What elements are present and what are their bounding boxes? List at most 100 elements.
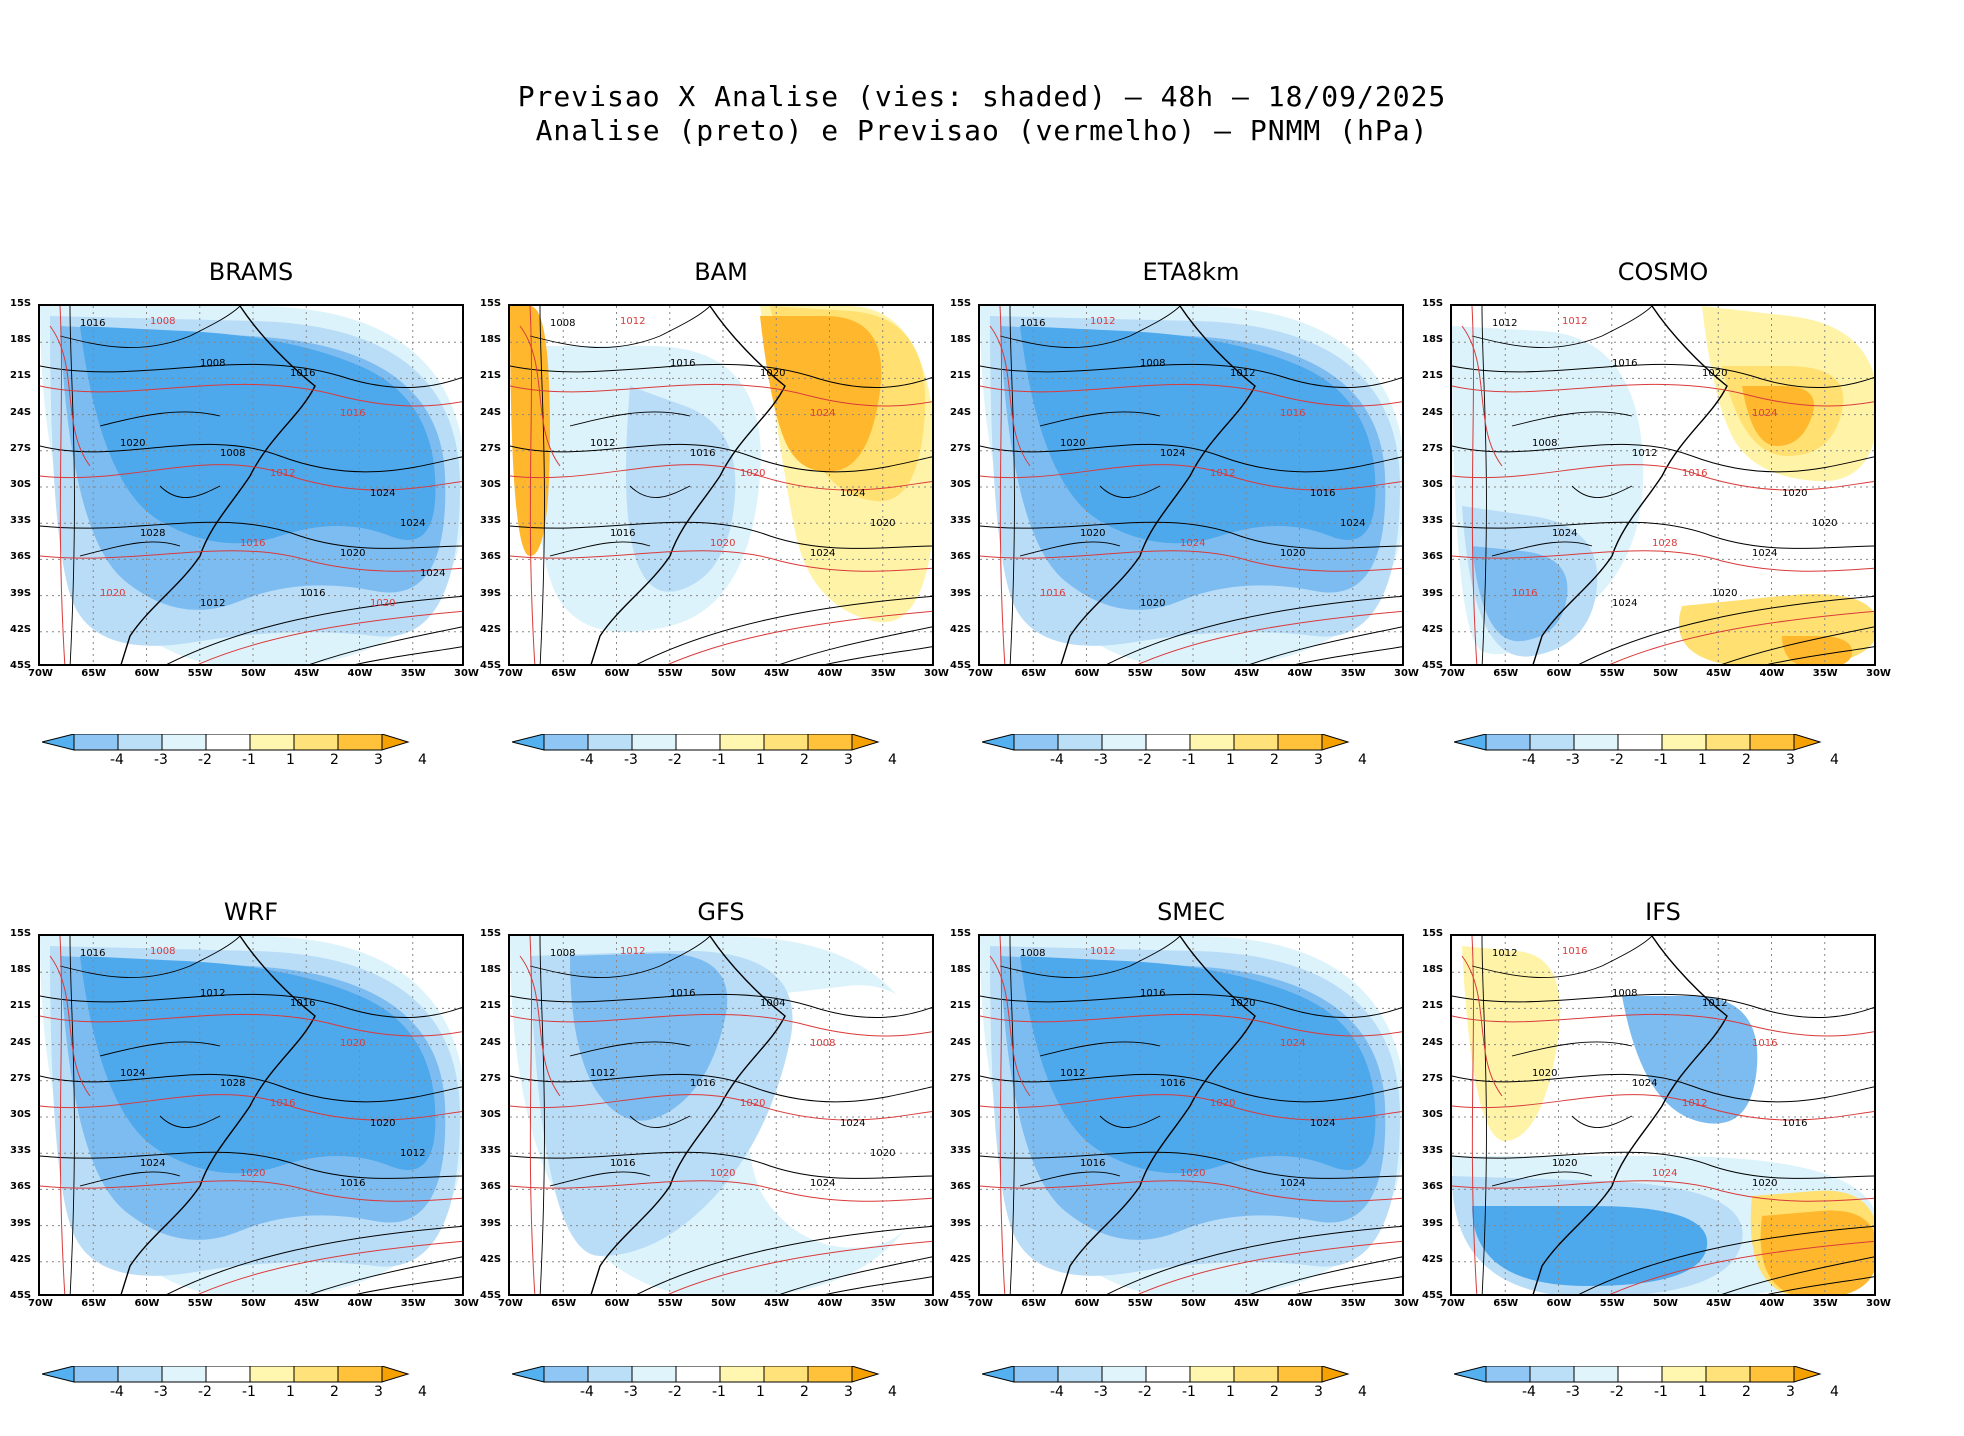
contour-label: 1004 [760,998,785,1009]
colorbar-label: 4 [1830,752,1839,768]
contour-label: 1024 [1632,1078,1657,1089]
lon-tick-label: 70W [968,668,993,679]
analysis-isobar [980,521,1402,549]
lat-tick-label: 18S [950,964,972,976]
analysis-isobar [510,521,932,549]
analysis-isobar [980,993,1402,1019]
border-line [569,411,691,427]
map-brams: 1016 1008 1008 1016 1016 1020 1008 1012 1024 1028… [38,304,464,666]
colorbar-segment [1661,1366,1707,1383]
lon-tick-label: 35W [1340,668,1366,679]
panel-title-eta8km: ETA8km [1142,258,1240,286]
colorbar-label: -2 [1138,752,1152,768]
contour-label: 1024 [840,488,865,499]
lon-tick-label: 30W [1866,1298,1891,1309]
colorbar-segment [293,1366,339,1383]
contour-label: 1008 [200,358,225,369]
lat-tick-label: 42S [480,623,502,635]
lon-tick-label: 45W [1234,1298,1260,1309]
contour-label: 1016 [610,1158,635,1169]
border-line [1571,1115,1633,1128]
map-cosmo: 1012 1012 1016 1020 1024 1008 1012 1016 1020 1024… [1450,304,1876,666]
contour-label: 1024 [420,568,445,579]
lon-tick-label: 50W [711,1298,736,1309]
colorbar-segment [1057,734,1103,751]
lon-tick-label: 40W [1759,1298,1785,1309]
colorbar-segment [807,1366,853,1383]
colorbar-left-arrow [1454,1366,1487,1383]
analysis-isobar [1452,1073,1874,1103]
contour-label: 1020 [340,1038,365,1049]
coastline [1060,306,1256,664]
colorbar-label: -1 [712,1384,726,1400]
contour-label: 1016 [1752,1038,1777,1049]
colorbar-label: 3 [1314,752,1323,768]
colorbar-label: 1 [1226,1384,1235,1400]
contour-label: 1016 [1280,408,1305,419]
lat-tick-label: 24S [1422,1036,1444,1048]
lon-tick-label: 55W [187,668,213,679]
contour-label: 1016 [1040,588,1065,599]
colorbar-segment [1661,734,1707,751]
map-plot-brams: 1016 1008 1008 1016 1016 1020 1008 1012 1024 1028… [40,306,462,664]
colorbar-label: 2 [330,1384,339,1400]
colorbar-label: 3 [844,1384,853,1400]
lon-tick-label: 45W [294,668,320,679]
colorbar-label: -2 [1610,752,1624,768]
coastline [590,306,786,664]
lon-tick-label: 70W [1440,668,1465,679]
coastline [1060,936,1256,1294]
forecast-isobar [989,955,1031,1097]
bias-shade [80,956,436,1174]
colorbar-segment [205,1366,251,1383]
contour-label: 1016 [340,408,365,419]
lon-tick-label: 60W [1074,668,1100,679]
colorbar-segment [1617,1366,1663,1383]
forecast-isobar [519,955,561,1097]
colorbar-label: 2 [800,1384,809,1400]
forecast-isobar [980,1094,1402,1121]
lat-tick-label: 30S [10,1109,32,1120]
contour-label: 1020 [370,1118,395,1129]
lon-tick-label: 70W [28,1298,53,1309]
coastline [1532,306,1728,664]
lat-tick-label: 33S [480,515,502,527]
colorbar-label: -3 [1094,752,1108,768]
colorbar-label: 3 [1314,1384,1323,1400]
forecast-isobar [980,550,1402,572]
forecast-isobar [1452,1180,1874,1202]
lon-tick-label: 35W [1340,1298,1366,1309]
colorbar-label: -1 [242,752,256,768]
lat-tick-label: 15S [480,298,502,309]
analysis-isobar [779,1256,932,1294]
lon-tick-label: 45W [294,1298,320,1309]
colorbar-segment [1101,734,1147,751]
contour-label: 1020 [1812,518,1837,529]
colorbar-label: 4 [1830,1384,1839,1400]
analysis-isobar [355,1276,462,1294]
forecast-isobar [989,325,1031,467]
contour-label: 1020 [1280,548,1305,559]
forecast-isobar [667,610,932,664]
contour-label: 1012 [1060,1068,1085,1079]
lat-tick-label: 21S [950,1000,972,1012]
colorbar-right-arrow [381,1366,410,1383]
lat-tick-label: 39S [10,587,32,599]
contour-label: 1008 [220,448,245,459]
lat-tick-label: 33S [10,515,32,527]
contour-label: 1020 [710,1168,735,1179]
lat-tick-label: 30S [480,1109,502,1120]
lat-tick-label: 21S [1422,370,1444,382]
border-line [79,1171,181,1187]
colorbar-segment [1189,1366,1235,1383]
lat-tick-label: 42S [10,623,32,635]
analysis-isobar [1721,1256,1874,1294]
lon-tick-label: 40W [347,668,373,679]
lat-tick-label: 27S [480,1072,502,1084]
border-line [1491,1171,1593,1187]
lat-tick-label: 18S [10,334,32,346]
colorbar-segment [337,734,383,751]
analysis-isobar [510,993,932,1019]
lon-tick-label: 40W [817,1298,843,1309]
contour-label: 1024 [840,1118,865,1129]
